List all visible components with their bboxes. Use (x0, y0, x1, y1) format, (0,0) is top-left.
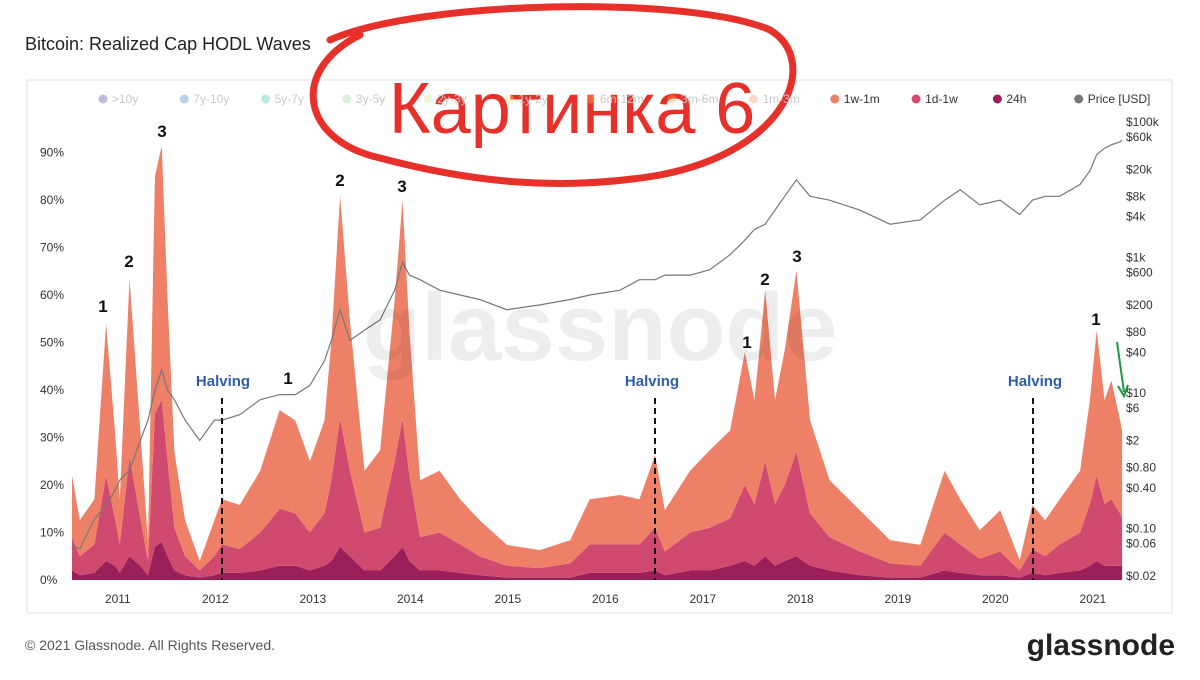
legend-label: 7y-10y (193, 92, 229, 106)
y2-tick-label: $0.40 (1126, 481, 1156, 495)
legend-label: 3y-5y (356, 92, 385, 106)
area (72, 542, 1123, 580)
legend-label: 3m-6m (681, 92, 718, 106)
y2-tick-label: $2 (1126, 433, 1140, 447)
x-tick-label: 2011 (105, 592, 131, 606)
y-tick-label: 10% (40, 526, 64, 540)
y2-tick-label: $20k (1126, 162, 1153, 176)
x-tick-label: 2017 (689, 592, 716, 606)
x-tick-label: 2013 (299, 592, 326, 606)
area (72, 145, 1123, 571)
area (72, 399, 1123, 578)
y2-tick-label: $8k (1126, 189, 1146, 203)
chart-frame (26, 79, 1173, 614)
y2-tick-label: $100k (1126, 115, 1160, 129)
watermark: glassnode (363, 274, 838, 381)
plot (71, 139, 1123, 580)
y2-tick-label: $40 (1126, 345, 1146, 359)
y-tick-label: 30% (40, 431, 64, 445)
legend-marker (423, 94, 433, 104)
cycle-label: 3 (792, 247, 801, 266)
y-tick-label: 50% (40, 336, 64, 350)
x-tick-label: 2021 (1079, 592, 1106, 606)
legend-marker (505, 94, 515, 104)
x-tick-label: 2016 (592, 592, 619, 606)
legend-label: 1w-1m (844, 92, 880, 106)
x-tick-label: 2019 (884, 592, 911, 606)
price-line (71, 139, 1123, 550)
y2-tick-label: $0.10 (1126, 522, 1156, 536)
x-tick-label: 2012 (202, 592, 229, 606)
y2-tick-label: $1k (1126, 251, 1146, 265)
legend-marker (261, 94, 271, 104)
trend-arrow (1116, 341, 1129, 399)
y2-tick-label: $6 (1126, 401, 1140, 415)
y-tick-label: 40% (40, 383, 64, 397)
legend-marker (830, 94, 840, 104)
y2-tick-label: $60k (1126, 130, 1153, 144)
x-tick-label: 2014 (397, 592, 424, 606)
cycle-label: 2 (124, 252, 133, 271)
highlight-ellipse (309, 3, 797, 187)
cycle-label: 1 (1091, 310, 1100, 329)
legend-marker (748, 94, 758, 104)
cycle-label: 3 (157, 122, 166, 141)
y2-tick-label: $200 (1126, 298, 1153, 312)
y-tick-label: 70% (40, 241, 64, 255)
x-tick-label: 2018 (787, 592, 814, 606)
legend-marker (992, 94, 1002, 104)
legend-marker (342, 94, 352, 104)
halving-label: Halving (625, 373, 679, 390)
y2-tick-label: $4k (1126, 210, 1146, 224)
cycle-label: 3 (397, 177, 406, 196)
legend-label: 1y-2y (519, 92, 548, 106)
y2-tick-label: $10 (1126, 386, 1146, 400)
legend-label: 1d-1w (925, 92, 958, 106)
cycle-label: 2 (760, 270, 769, 289)
halving-label: Halving (1008, 373, 1062, 390)
legend-marker (98, 94, 108, 104)
legend-marker (179, 94, 189, 104)
cycle-label: 1 (283, 369, 292, 388)
legend-label: 24h (1006, 92, 1026, 106)
legend-label: 6m-12m (600, 92, 644, 106)
legend-label: >10y (112, 92, 138, 106)
x-tick-label: 2020 (982, 592, 1009, 606)
legend-label: 2y-3y (437, 92, 466, 106)
y-tick-label: 0% (40, 573, 58, 587)
legend-label: 1m-3m (762, 92, 799, 106)
cycle-label: 1 (742, 333, 751, 352)
y-tick-label: 60% (40, 288, 64, 302)
annotations: 1 2 3 Halving 1 2 3 Halving 1 2 3 Halving 1 (98, 122, 1129, 580)
y2-tick-label: $0.02 (1126, 569, 1156, 583)
y2-tick-label: $0.80 (1126, 460, 1156, 474)
legend-marker (586, 94, 596, 104)
y2-tick-label: $80 (1126, 325, 1146, 339)
y-tick-label: 80% (40, 193, 64, 207)
legend-label: 5y-7y (275, 92, 304, 106)
y-tick-label: 90% (40, 146, 64, 160)
halving-label: Halving (196, 373, 250, 390)
footer: © 2021 Glassnode. All Rights Reserved. (25, 637, 275, 653)
x-tick-label: 2015 (494, 592, 521, 606)
chart-title: Bitcoin: Realized Cap HODL Waves (25, 34, 311, 54)
legend-marker (667, 94, 677, 104)
legend-label: Price [USD] (1088, 92, 1151, 106)
y2-tick-label: $0.06 (1126, 537, 1156, 551)
cycle-label: 1 (98, 297, 107, 316)
logo: glassnode (1027, 629, 1175, 662)
cycle-label: 2 (335, 171, 344, 190)
legend-marker (911, 94, 921, 104)
y-tick-label: 20% (40, 478, 64, 492)
overlay-text: Картинка 6 (389, 69, 756, 149)
legend-marker (1074, 94, 1084, 104)
y2-tick-label: $600 (1126, 266, 1153, 280)
